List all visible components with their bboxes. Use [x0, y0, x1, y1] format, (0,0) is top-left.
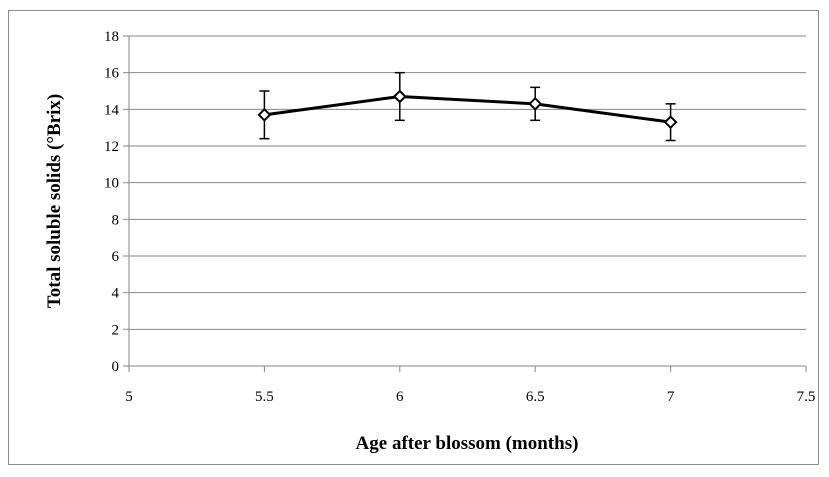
x-tick-label: 7	[667, 389, 675, 405]
y-axis-title: Total soluble solids (°Brix)	[44, 94, 65, 308]
x-tick-labels: 5 5.5 6 6.5 7 7.5	[125, 389, 815, 405]
y-tick-label: 10	[104, 176, 119, 192]
x-tick-label: 5	[125, 389, 133, 405]
diamond-marker	[257, 107, 272, 122]
y-tick-label: 18	[104, 29, 119, 45]
x-tick-label: 5.5	[255, 389, 274, 405]
x-axis-title: Age after blossom (months)	[356, 433, 579, 454]
y-tick-label: 0	[112, 359, 120, 375]
x-tick-label: 7.5	[797, 389, 816, 405]
series-lines	[264, 95, 671, 124]
diamond-marker	[392, 89, 407, 104]
series-line	[264, 95, 671, 124]
y-tick-label: 8	[112, 212, 120, 228]
data-points	[257, 89, 678, 130]
y-tick-labels: 0 2 4 6 8 10 12 14 16 18	[104, 29, 120, 375]
x-tick-label: 6.5	[526, 389, 545, 405]
x-tick-label: 6	[396, 389, 404, 405]
y-tick-label: 4	[112, 286, 120, 302]
y-tick-label: 2	[112, 322, 120, 338]
gridlines	[129, 35, 806, 330]
y-tick-label: 14	[104, 102, 120, 118]
axes	[123, 35, 807, 372]
chart-frame	[8, 10, 819, 465]
diamond-marker	[663, 115, 678, 130]
diamond-marker	[528, 96, 543, 111]
y-tick-label: 6	[112, 249, 120, 265]
y-tick-label: 16	[104, 66, 120, 82]
y-tick-label: 12	[104, 139, 119, 155]
